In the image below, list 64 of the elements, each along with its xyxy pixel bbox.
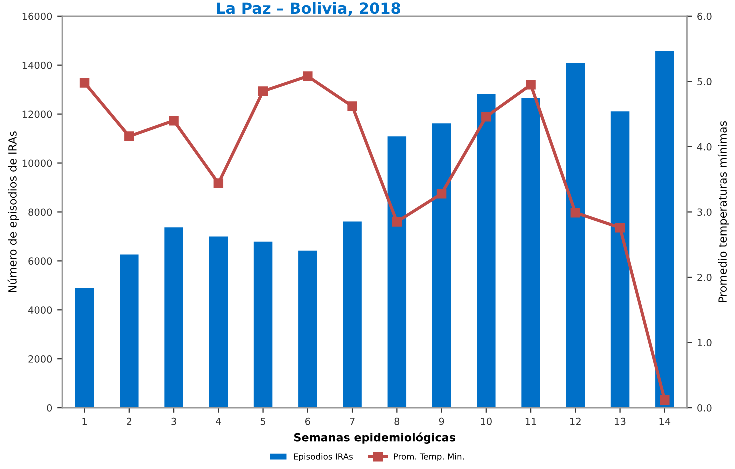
bar: [610, 112, 630, 408]
bar: [566, 63, 586, 408]
point: [214, 178, 224, 188]
y-tick-label: 8000: [28, 208, 52, 216]
point: [348, 102, 358, 112]
y-tick-label: 16000: [22, 12, 52, 20]
point: [482, 112, 492, 122]
x-axis-title: Semanas epidemiológicas: [294, 432, 456, 444]
x-tick-label: 1: [82, 418, 87, 426]
bar: [120, 254, 139, 408]
legend-label: Episodios IRAs: [294, 453, 353, 462]
bar: [254, 242, 273, 408]
y2-tick-label: 2.0: [698, 274, 712, 282]
y-tick-label: 12000: [22, 110, 52, 118]
x-tick-label: 5: [260, 418, 266, 426]
point: [615, 223, 626, 233]
point: [392, 217, 402, 227]
point: [169, 116, 179, 126]
x-tick-label: 4: [216, 418, 222, 426]
point: [80, 78, 90, 88]
y2-axis-title: Promedio temperaturas mínimas: [718, 121, 730, 302]
bar: [522, 98, 540, 408]
bar: [343, 222, 362, 408]
bar: [388, 136, 407, 408]
y2-tick-label: 5.0: [698, 78, 712, 86]
point: [436, 189, 447, 199]
x-tick-label: 10: [481, 418, 492, 426]
y-tick-label: 14000: [22, 62, 52, 70]
bar: [656, 51, 674, 408]
point: [258, 86, 268, 96]
bar: [164, 228, 184, 408]
bar: [75, 288, 94, 408]
point: [124, 132, 134, 142]
bar: [477, 94, 496, 408]
x-tick-label: 11: [526, 418, 536, 426]
y2-tick-label: 4.0: [697, 143, 712, 151]
x-tick-label: 12: [570, 418, 581, 426]
point: [570, 208, 581, 218]
y-tick-label: 10000: [22, 160, 52, 168]
x-tick-label: 9: [439, 418, 444, 426]
y-tick-label: 6000: [28, 258, 52, 266]
y2-tick-label: 1.0: [698, 339, 712, 347]
x-tick-label: 6: [306, 418, 310, 426]
point: [303, 72, 313, 82]
x-tick-label: 14: [660, 418, 671, 426]
bar: [209, 236, 228, 408]
bar: [432, 124, 452, 408]
y-tick-label: 2000: [28, 356, 52, 363]
y2-tick-label: 6.0: [698, 12, 712, 20]
point: [526, 80, 536, 90]
x-tick-label: 7: [350, 418, 355, 426]
x-tick-label: 3: [172, 418, 176, 426]
x-tick-label: 13: [615, 418, 626, 426]
y-tick-label: 4000: [28, 306, 52, 314]
y-tick-label: 0: [47, 404, 52, 412]
chart-title: La Paz – Bolivia, 2018: [217, 2, 400, 16]
point: [660, 395, 670, 406]
bar: [298, 250, 318, 408]
x-tick-label: 2: [127, 418, 132, 426]
x-tick-label: 8: [394, 418, 400, 426]
y2-tick-label: 3.0: [698, 208, 712, 216]
y2-tick-label: 0.0: [698, 404, 712, 412]
legend-label: Prom. Temp. Min.: [394, 453, 464, 462]
y-axis-title: Número de episodios de IRAs: [8, 132, 20, 292]
